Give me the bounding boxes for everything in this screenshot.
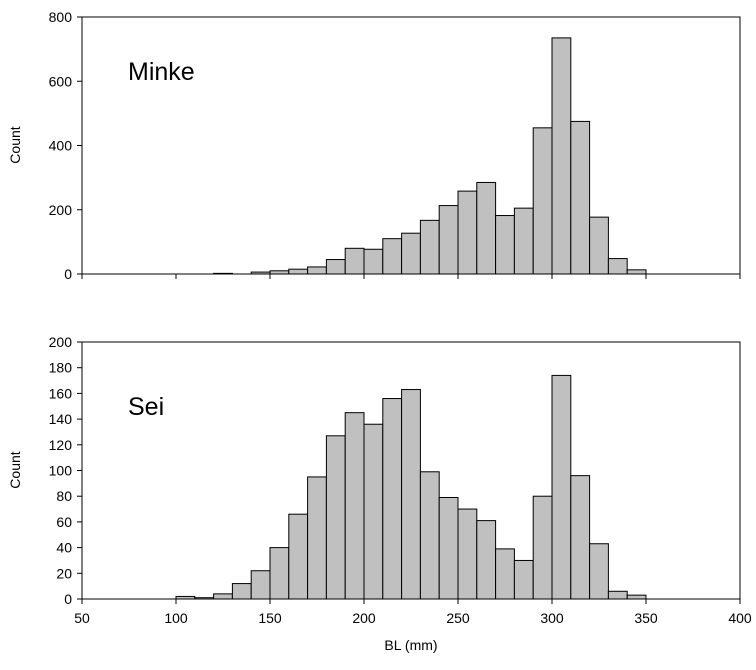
sei-y-tick-label: 180 <box>49 360 73 376</box>
sei-bar-190 <box>344 412 365 600</box>
minke-bar-260 <box>476 181 497 275</box>
minke-bar-340 <box>626 269 647 275</box>
sei-bar-180 <box>325 435 346 600</box>
sei-bar-220 <box>401 389 421 600</box>
sei-bar-170 <box>307 476 327 600</box>
minke-bar-190 <box>344 247 365 275</box>
sei-bar-260 <box>476 520 497 600</box>
sei-x-tick-label: 400 <box>728 610 752 626</box>
sei-bar-310 <box>570 475 591 600</box>
sei-x-tick-label: 300 <box>540 610 564 626</box>
sei-bar-150 <box>269 547 290 600</box>
sei-bar-200 <box>363 423 384 600</box>
sei-x-tick-label: 250 <box>446 610 470 626</box>
sei-y-tick-label: 40 <box>56 540 72 556</box>
minke-bar-240 <box>438 205 459 275</box>
sei-y-tick-label: 100 <box>49 463 73 479</box>
sei-bar-120 <box>213 593 233 600</box>
sei-bar-210 <box>382 398 403 600</box>
sei-bar-140 <box>250 570 271 600</box>
x-axis-title: BL (mm) <box>384 637 437 653</box>
sei-y-tick-label: 200 <box>49 334 73 350</box>
minke-bar-220 <box>401 232 421 275</box>
sei-bar-270 <box>495 548 515 600</box>
sei-panel: 0 20 40 60 80 100 120 140 160 180 200 50 100 150 200 25… <box>7 334 752 626</box>
minke-y-tick-label: 200 <box>49 202 73 218</box>
sei-bar-250 <box>457 508 478 600</box>
sei-bar-330 <box>607 590 628 600</box>
sei-bar-290 <box>532 495 553 600</box>
minke-y-tick-label: 400 <box>49 138 73 154</box>
sei-x-tick-label: 100 <box>164 610 188 626</box>
sei-x-tick-label: 200 <box>352 610 376 626</box>
sei-y-tick-label: 80 <box>56 488 72 504</box>
minke-panel: 0 200 400 600 800 Minke Count <box>7 9 741 282</box>
minke-bar-230 <box>419 219 440 275</box>
minke-bar-170 <box>307 266 327 275</box>
sei-bar-230 <box>419 471 440 600</box>
minke-bar-210 <box>382 238 403 275</box>
sei-x-tick-label: 350 <box>634 610 658 626</box>
sei-y-axis-title: Count <box>7 451 23 488</box>
sei-bar-280 <box>513 559 534 600</box>
minke-bar-310 <box>570 120 591 275</box>
minke-bar-250 <box>457 190 478 275</box>
sei-species-label: Sei <box>128 393 164 421</box>
sei-y-tick-label: 160 <box>49 385 73 401</box>
minke-bar-280 <box>513 207 534 275</box>
minke-y-tick-label: 600 <box>49 73 73 89</box>
minke-bar-200 <box>363 248 384 275</box>
sei-bar-300 <box>551 374 572 600</box>
minke-bar-270 <box>495 215 515 275</box>
sei-y-tick-label: 120 <box>49 437 73 453</box>
sei-x-tick-label: 150 <box>258 610 282 626</box>
sei-y-tick-label: 20 <box>56 565 72 581</box>
minke-species-label: Minke <box>128 58 195 86</box>
minke-y-tick-label: 0 <box>64 266 72 282</box>
minke-bar-180 <box>325 259 346 275</box>
minke-y-tick-label: 800 <box>49 9 73 25</box>
minke-bar-160 <box>288 268 309 275</box>
sei-bar-160 <box>288 513 309 600</box>
minke-bar-320 <box>589 216 609 275</box>
sei-bar-130 <box>231 583 252 600</box>
sei-bar-320 <box>589 543 609 600</box>
sei-bar-240 <box>438 496 459 600</box>
sei-bar-340 <box>626 594 647 600</box>
minke-y-axis-title: Count <box>7 126 23 163</box>
minke-bar-300 <box>551 37 572 275</box>
sei-y-tick-label: 140 <box>49 411 73 427</box>
minke-bar-330 <box>607 258 628 275</box>
minke-bar-290 <box>532 127 553 275</box>
sei-y-tick-label: 60 <box>56 514 72 530</box>
sei-x-tick-label: 50 <box>74 610 90 626</box>
sei-y-tick-label: 0 <box>64 591 72 607</box>
